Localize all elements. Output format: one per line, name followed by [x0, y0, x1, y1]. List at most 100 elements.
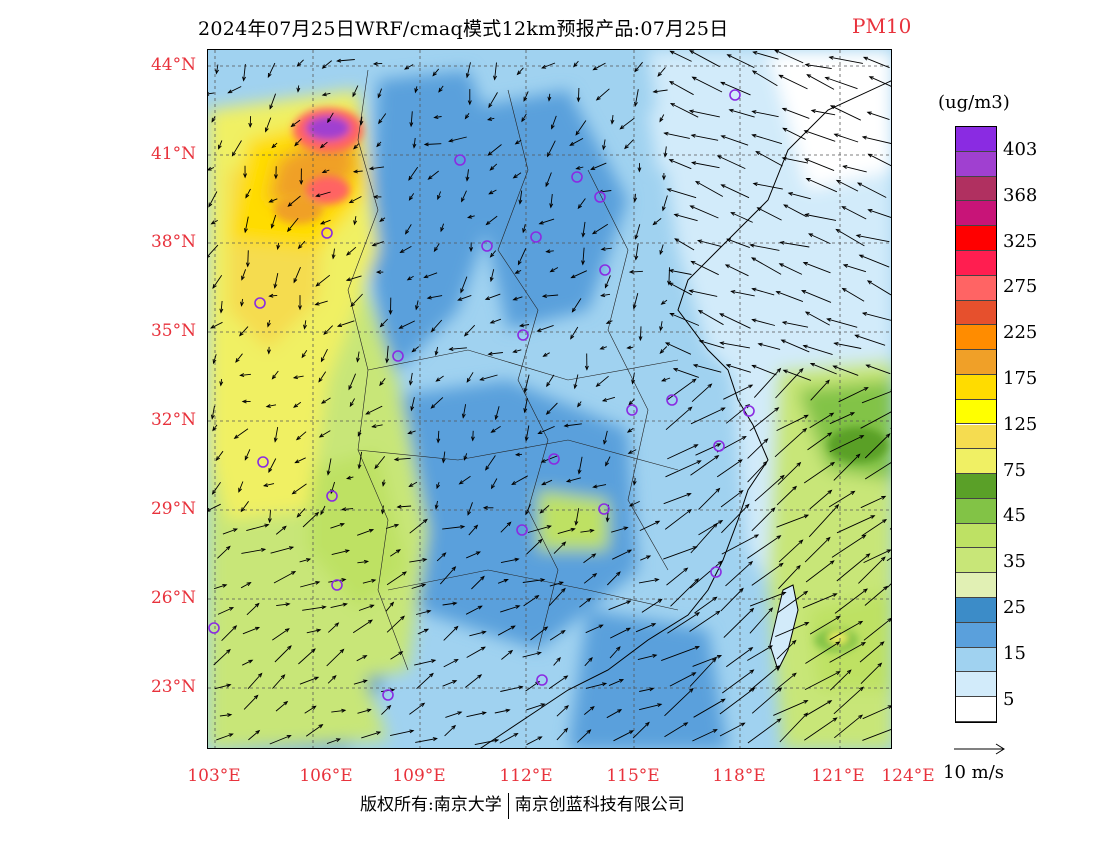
- wind-arrow-head: [349, 402, 354, 408]
- wind-arrow-head: [752, 51, 758, 55]
- wind-arrow-head: [751, 364, 757, 369]
- wind-arrow: [721, 534, 759, 555]
- wind-arrow: [244, 449, 251, 460]
- wind-arrow-head: [833, 341, 839, 346]
- wind-arrow: [553, 541, 566, 554]
- wind-arrow-head: [791, 639, 797, 645]
- map-canvas: [208, 50, 893, 748]
- wind-arrow-head: [767, 645, 773, 650]
- wind-arrow-head: [426, 295, 432, 300]
- wind-arrow: [572, 298, 582, 313]
- wind-arrow-head: [518, 199, 523, 205]
- wind-arrow-head: [248, 659, 254, 664]
- wind-arrow-head: [352, 92, 357, 98]
- wind-arrow-head: [369, 604, 375, 609]
- wind-arrow: [576, 729, 591, 743]
- wind-arrow: [269, 735, 291, 745]
- wind-arrow: [549, 630, 566, 641]
- wind-arrow: [274, 645, 292, 663]
- wind-arrow-head: [434, 504, 439, 510]
- wind-arrow-head: [803, 712, 809, 718]
- wind-arrow: [437, 191, 442, 200]
- wind-arrow-head: [803, 590, 809, 596]
- wind-arrow: [272, 674, 285, 689]
- wind-arrow-head: [466, 377, 471, 383]
- pm10-map: [207, 49, 892, 749]
- wind-arrow: [834, 342, 862, 349]
- wind-arrow-head: [422, 518, 428, 524]
- wind-arrow: [624, 139, 634, 149]
- wind-arrow-head: [427, 175, 433, 180]
- wind-arrow: [747, 718, 781, 744]
- wind-arrow-head: [856, 182, 863, 187]
- wind-arrow: [523, 595, 539, 607]
- wind-arrow: [357, 529, 374, 536]
- wind-arrow: [269, 198, 278, 203]
- wind-arrow-head: [406, 276, 412, 281]
- wind-arrow-head: [315, 282, 321, 287]
- wind-arrow: [269, 93, 277, 109]
- wind-arrow: [690, 523, 718, 554]
- wind-arrow-head: [490, 484, 495, 490]
- wind-arrow-head: [865, 553, 871, 558]
- wind-arrow-head: [551, 124, 555, 130]
- wind-arrow: [719, 313, 751, 329]
- wind-arrow: [804, 537, 831, 563]
- wind-arrow: [244, 216, 249, 233]
- wind-arrow-head: [480, 646, 486, 651]
- wind-arrow-head: [463, 455, 468, 461]
- wind-arrow-head: [293, 278, 298, 284]
- wind-arrow-head: [423, 628, 430, 633]
- wind-arrow: [488, 352, 503, 355]
- vector-reference-arrow: [954, 743, 1005, 755]
- wind-arrow-head: [239, 331, 244, 337]
- wind-arrow-head: [574, 520, 579, 526]
- wind-arrow: [571, 270, 587, 279]
- wind-arrow: [235, 353, 243, 363]
- wind-arrow: [804, 158, 835, 172]
- wind-arrow: [269, 510, 271, 523]
- wind-arrow: [689, 50, 720, 68]
- wind-arrow: [217, 546, 231, 559]
- wind-arrow: [634, 193, 636, 202]
- wind-arrow-head: [482, 505, 488, 510]
- wind-arrow: [445, 711, 462, 718]
- wind-arrow: [720, 490, 743, 508]
- wind-arrow-head: [778, 74, 784, 79]
- legend-label: 275: [1003, 276, 1038, 298]
- map-title: 2024年07月25日WRF/cmaq模式12km预报产品:07月25日: [198, 18, 729, 40]
- wind-arrow: [809, 412, 834, 429]
- wind-arrow: [372, 424, 383, 428]
- wind-arrow: [442, 451, 446, 463]
- wind-arrow: [213, 584, 227, 590]
- wind-arrow-head: [257, 672, 263, 678]
- wind-arrow-head: [244, 455, 249, 461]
- wind-arrow: [593, 484, 607, 488]
- wind-arrow-head: [806, 74, 812, 79]
- wind-arrow-head: [452, 601, 458, 606]
- wind-arrow: [751, 507, 776, 532]
- wind-arrow-head: [744, 503, 750, 509]
- wind-arrow: [269, 294, 278, 297]
- wind-arrow-head: [802, 344, 808, 349]
- wind-arrow: [500, 605, 520, 613]
- wind-arrow: [526, 703, 545, 711]
- wind-arrow: [892, 624, 893, 638]
- wind-arrow-head: [719, 313, 725, 318]
- wind-arrow: [698, 310, 724, 326]
- wind-arrow: [860, 662, 882, 685]
- wind-arrow: [805, 700, 832, 717]
- wind-arrow: [777, 591, 808, 614]
- city-marker: [743, 405, 755, 417]
- wind-arrow: [337, 59, 355, 62]
- wind-arrow: [306, 629, 321, 634]
- wind-arrow-head: [311, 648, 316, 653]
- wind-arrow-head: [339, 522, 345, 527]
- wind-arrow-head: [689, 205, 695, 210]
- wind-arrow-head: [827, 432, 833, 437]
- wind-arrow-head: [739, 587, 744, 593]
- lat-label: 29°N: [150, 499, 196, 519]
- wind-arrow-head: [523, 387, 528, 394]
- wind-arrow: [541, 62, 556, 69]
- wind-arrow-head: [372, 194, 378, 199]
